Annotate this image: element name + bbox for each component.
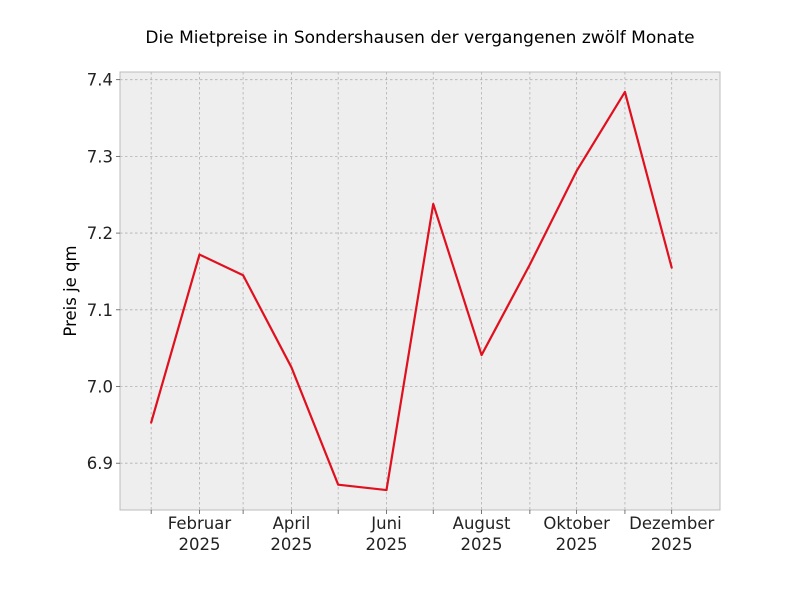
y-tick-label: 7.4 bbox=[87, 71, 113, 90]
x-tick-label: Oktober 2025 bbox=[543, 514, 610, 554]
grid bbox=[120, 72, 720, 510]
y-tick-label: 6.9 bbox=[87, 454, 113, 473]
y-tick-label: 7.2 bbox=[87, 224, 113, 243]
y-tick-label: 7.1 bbox=[87, 301, 113, 320]
y-axis-label: Preis je qm bbox=[61, 245, 80, 336]
chart-title: Die Mietpreise in Sondershausen der verg… bbox=[145, 28, 694, 48]
series-layer bbox=[150, 90, 673, 492]
x-tick-label: April 2025 bbox=[270, 514, 312, 554]
x-tick-label: Februar 2025 bbox=[168, 514, 232, 554]
axis-ticks: 6.9 7.0 7.1 7.2 7.3 7.4 Februar 2025 April 2025 Ju… bbox=[87, 71, 715, 554]
series-line bbox=[150, 90, 673, 492]
plot-frame bbox=[119, 71, 721, 511]
y-tick-label: 7.3 bbox=[87, 147, 113, 166]
x-tick-label: Juni 2025 bbox=[365, 514, 407, 554]
x-tick-label: Dezember 2025 bbox=[629, 514, 714, 554]
y-tick-label: 7.0 bbox=[87, 378, 113, 397]
x-tick-label: August 2025 bbox=[453, 514, 511, 554]
